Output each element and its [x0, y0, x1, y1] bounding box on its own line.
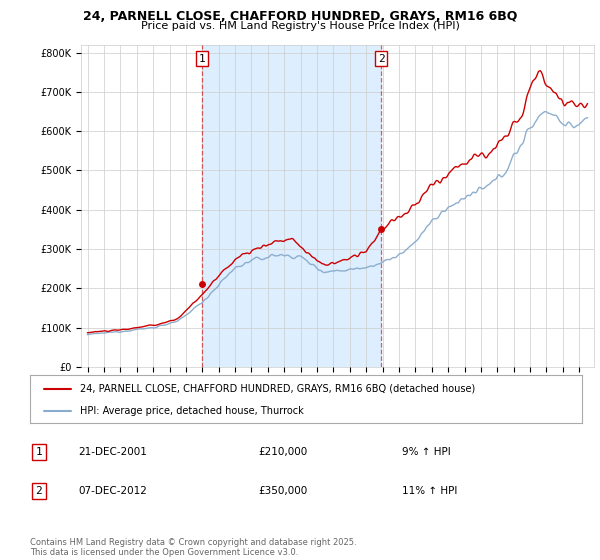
Text: £210,000: £210,000: [258, 447, 307, 457]
Text: Price paid vs. HM Land Registry's House Price Index (HPI): Price paid vs. HM Land Registry's House …: [140, 21, 460, 31]
Text: 2: 2: [378, 54, 385, 63]
Bar: [202, 45, 381, 367]
Text: 24, PARNELL CLOSE, CHAFFORD HUNDRED, GRAYS, RM16 6BQ (detached house): 24, PARNELL CLOSE, CHAFFORD HUNDRED, GRA…: [80, 384, 475, 394]
Text: 9% ↑ HPI: 9% ↑ HPI: [402, 447, 451, 457]
Text: 1: 1: [199, 54, 205, 63]
Text: 1: 1: [35, 447, 43, 457]
Text: 2: 2: [35, 486, 43, 496]
Text: 07-DEC-2012: 07-DEC-2012: [78, 486, 147, 496]
Text: 21-DEC-2001: 21-DEC-2001: [78, 447, 147, 457]
Text: Contains HM Land Registry data © Crown copyright and database right 2025.
This d: Contains HM Land Registry data © Crown c…: [30, 538, 356, 557]
Text: HPI: Average price, detached house, Thurrock: HPI: Average price, detached house, Thur…: [80, 406, 304, 416]
Text: £350,000: £350,000: [258, 486, 307, 496]
Text: 11% ↑ HPI: 11% ↑ HPI: [402, 486, 457, 496]
Text: 24, PARNELL CLOSE, CHAFFORD HUNDRED, GRAYS, RM16 6BQ: 24, PARNELL CLOSE, CHAFFORD HUNDRED, GRA…: [83, 10, 517, 23]
